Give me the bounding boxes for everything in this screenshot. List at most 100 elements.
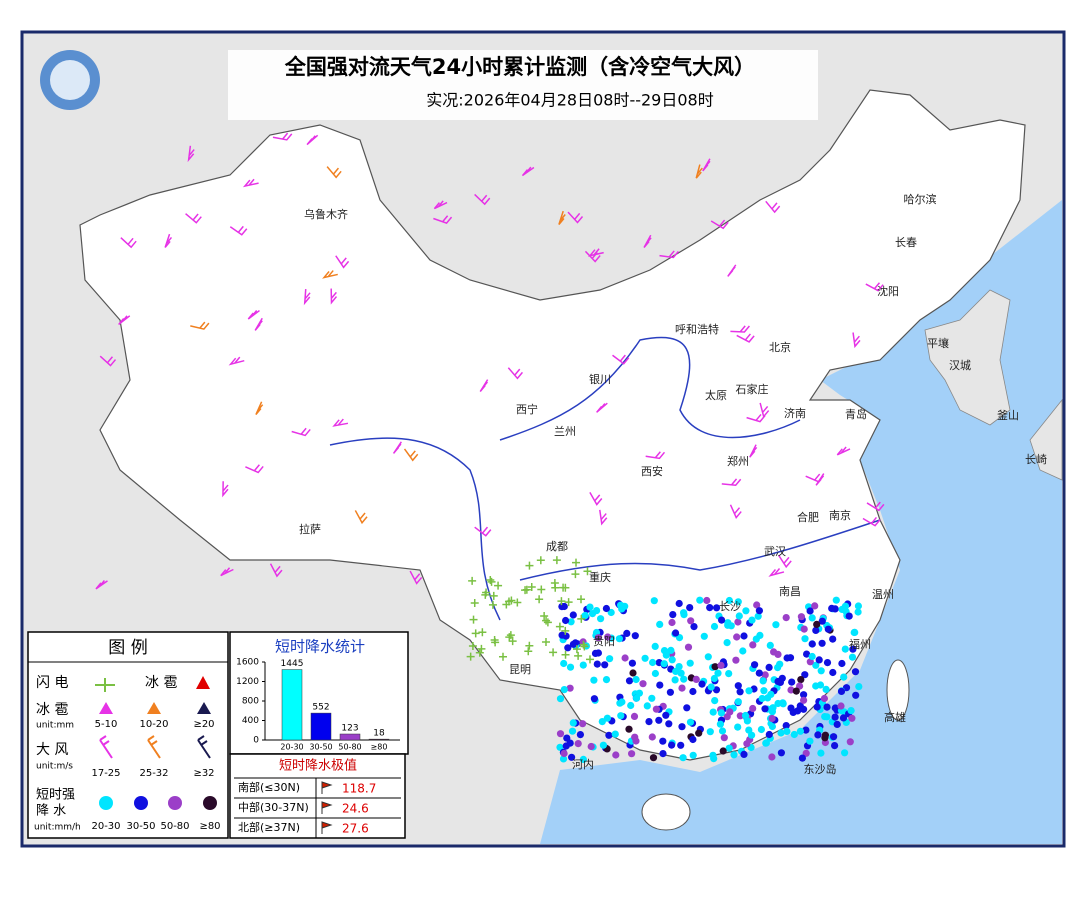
wind-barb [727,264,737,277]
rain-dot [556,730,565,738]
rain-dot [710,674,719,683]
rain-dot [832,596,840,604]
wind-barb [433,215,453,224]
wind-barb [852,332,861,349]
rain-dot [847,707,855,715]
rain-dot [641,654,649,662]
rain-dot [800,705,808,713]
rain-dot [796,727,805,735]
rain-dot [718,616,726,624]
city-label: 贵阳 [593,635,615,648]
wind-barb [474,193,491,206]
rain-dot [736,712,744,720]
rain-dot [579,661,587,669]
wind-symbol [147,735,161,759]
rain-dot [806,737,814,745]
lightning [550,578,559,587]
rain-dot [684,643,693,651]
rain-dot [760,687,768,695]
wind-barb [95,580,108,590]
rain-symbol [134,796,148,810]
city-label: 釜山 [997,408,1019,422]
rain-dot [718,727,727,735]
wind-barb [403,448,419,462]
rain-dot [559,755,568,763]
rivers [329,336,881,621]
rain-dot [855,683,863,691]
y-tick-label: 0 [253,736,259,746]
city-label: 河内 [572,757,594,771]
rain-dot [711,697,719,705]
rain-dot [725,596,734,605]
city-label: 武汉 [764,545,786,558]
rain-dot [792,687,800,695]
rain-dot [679,754,687,762]
legend-lightning: 闪 电 [36,675,68,691]
rain-dot [817,667,825,675]
rain-dot [689,751,697,759]
rain-label: 30-50 [126,821,155,832]
wind-barb [272,132,293,141]
rain-dot [808,614,816,622]
rain-dot [717,661,725,670]
city-label: 北京 [769,340,791,354]
rain-dot [813,620,821,629]
rain-dot [560,749,568,758]
rain-dot [598,718,606,726]
rain-dot [833,720,841,729]
rain-dot [743,717,752,725]
value-label: 18 [373,729,385,739]
rain-dot [560,602,568,611]
lightning [470,599,479,608]
wind-barb [164,233,173,248]
wind-barb [558,210,566,225]
lightning [552,556,561,565]
rain-dot [821,731,830,739]
wind-barb [242,178,259,188]
rain-dot [700,632,708,640]
rain-symbol [203,796,217,810]
rain-dot [801,671,809,679]
rain-dot [678,684,686,692]
rain-dot [802,726,810,734]
rain-dot [748,731,756,739]
x-tick-label: ≥80 [371,743,388,752]
wind-symbol [197,735,211,759]
rain-dot [818,639,826,647]
bar [339,733,361,741]
wind-barb [187,145,195,163]
rain-dot [841,749,849,757]
rain-dot [813,703,821,711]
wind-barb [702,158,711,172]
lightning [513,598,522,607]
rain-dot [562,632,570,640]
hail-size-symbol [147,702,161,714]
hail-symbol [196,676,210,689]
rain-dot [766,641,774,650]
rain-dot [713,604,721,612]
rain-dot [660,647,669,655]
rain-dot [639,680,647,688]
rain-dot [800,625,808,633]
wind-barb [330,288,338,305]
value-label: 1445 [281,659,304,669]
city-label: 济南 [784,406,806,420]
korea [924,289,1011,426]
rain-dot [837,687,846,696]
rain-dot [629,669,637,677]
rain-dot [788,678,796,686]
wind-barb [474,526,492,537]
rain-dot [568,727,577,735]
rain-dot [854,608,862,616]
rain-dot [649,658,657,667]
legend: 图 例闪 电冰 雹冰 雹unit:mm 5-10 10-20 ≥20大 风unit:m… [28,638,228,833]
lightning [527,583,536,592]
extreme-value: 118.7 [342,782,376,796]
wind-label: 17-25 [91,768,120,779]
lightning [468,576,477,585]
lightning [475,648,484,657]
legend-rain-unit: unit:mm/h [34,823,81,833]
wind-barb [521,166,535,177]
lightning [555,622,564,631]
value-label: 123 [341,724,358,734]
